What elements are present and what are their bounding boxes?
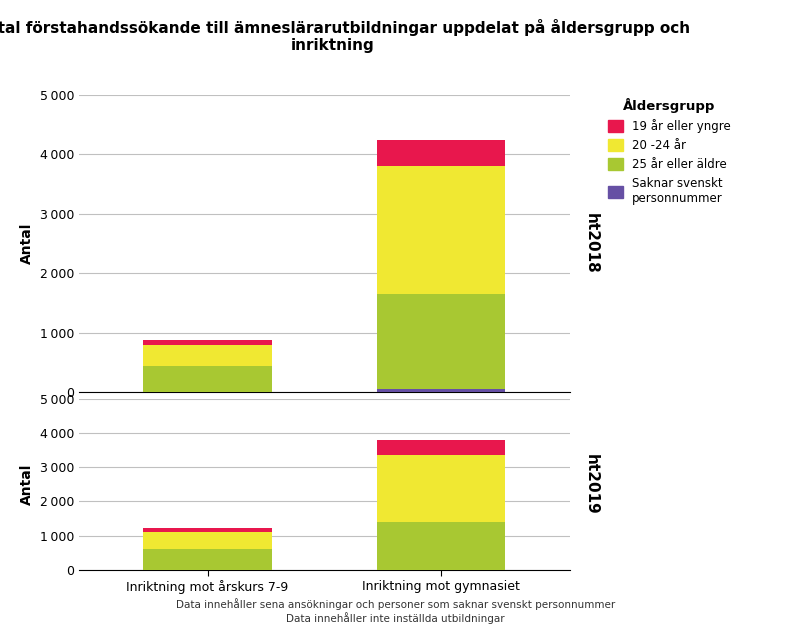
Bar [377, 166, 505, 294]
Bar [143, 340, 272, 345]
Legend: 19 år eller yngre, 20 -24 år, 25 år eller äldre, Saknar svenskt
personnummer: 19 år eller yngre, 20 -24 år, 25 år elle… [605, 95, 734, 209]
Bar [377, 294, 505, 389]
Bar [377, 522, 505, 570]
Text: Data innehåller sena ansökningar och personer som saknar svenskt personnummer
Da: Data innehåller sena ansökningar och per… [176, 598, 615, 624]
Bar [377, 455, 505, 522]
Bar [377, 440, 505, 455]
Y-axis label: Antal: Antal [21, 223, 34, 265]
Y-axis label: Antal: Antal [21, 463, 34, 505]
Bar [143, 532, 272, 549]
Bar [143, 549, 272, 570]
Text: ht2018: ht2018 [585, 213, 600, 274]
Text: ht2019: ht2019 [585, 454, 600, 515]
Text: Antal förstahandssökande till ämneslärarutbildningar uppdelat på åldersgrupp och: Antal förstahandssökande till ämneslärar… [0, 19, 690, 53]
Bar [143, 528, 272, 532]
Bar [377, 140, 505, 166]
Bar [143, 366, 272, 392]
Bar [377, 389, 505, 392]
Bar [143, 345, 272, 366]
